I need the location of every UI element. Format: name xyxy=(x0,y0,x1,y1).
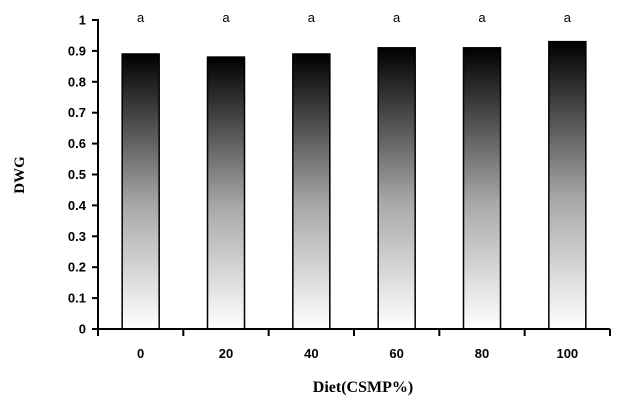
x-tick-label: 80 xyxy=(475,346,489,361)
y-tick-label: 1 xyxy=(79,13,86,28)
y-axis-title: DWG xyxy=(12,156,28,194)
x-axis-title: Diet(CSMP%) xyxy=(313,379,413,396)
significance-label: a xyxy=(564,10,572,25)
bars xyxy=(122,42,586,329)
bar-100 xyxy=(549,42,586,329)
significance-label: a xyxy=(308,10,316,25)
y-tick-label: 0.2 xyxy=(68,260,86,275)
significance-label: a xyxy=(137,10,145,25)
significance-label: a xyxy=(478,10,486,25)
bar-0 xyxy=(122,54,159,329)
y-tick-label: 0.9 xyxy=(68,43,86,58)
x-tick-label: 20 xyxy=(219,346,233,361)
bar-80 xyxy=(464,48,501,329)
y-tick-label: 0.8 xyxy=(68,74,86,89)
y-tick-label: 0.5 xyxy=(68,167,86,182)
x-tick-label: 40 xyxy=(304,346,318,361)
significance-label: a xyxy=(222,10,230,25)
bar-40 xyxy=(293,54,330,329)
x-tick-label: 0 xyxy=(137,346,144,361)
y-tick-label: 0.7 xyxy=(68,105,86,120)
y-tick-label: 0 xyxy=(79,322,86,337)
bar-60 xyxy=(378,48,415,329)
significance-label: a xyxy=(393,10,401,25)
y-tick-label: 0.6 xyxy=(68,136,86,151)
y-tick-label: 0.4 xyxy=(68,198,87,213)
x-tick-label: 100 xyxy=(556,346,578,361)
y-tick-label: 0.1 xyxy=(68,291,86,306)
x-tick-label: 60 xyxy=(389,346,403,361)
axes xyxy=(92,19,610,336)
bar-20 xyxy=(208,57,245,329)
y-tick-label: 0.3 xyxy=(68,229,86,244)
